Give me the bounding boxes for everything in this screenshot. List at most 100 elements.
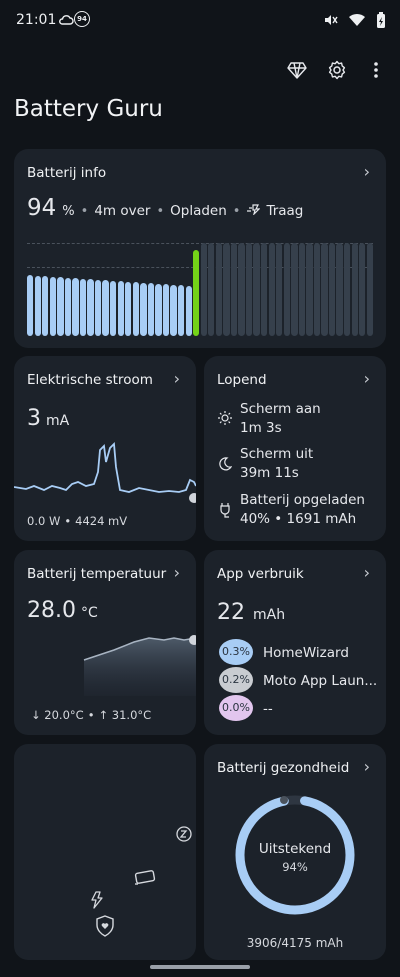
notification-badge-icon: 94	[74, 11, 90, 27]
app-percent-badge: 0.3%	[219, 639, 253, 665]
battery-history-bar	[42, 275, 49, 336]
temperature-graph	[83, 635, 196, 696]
app-percent-badge: 0.2%	[219, 667, 253, 693]
temperature-value-row: 28.0 °C	[27, 598, 98, 623]
battery-forecast-bar	[283, 243, 290, 336]
screen-on-label: Scherm aan	[240, 401, 321, 417]
status-icons	[322, 11, 386, 29]
settings-gear-icon[interactable]	[325, 58, 349, 82]
battery-history-bar	[125, 281, 132, 336]
battery-history-bar	[132, 281, 139, 336]
temperature-title: Batterij temperatuur	[27, 566, 167, 582]
screen-on-value: 1m 3s	[240, 420, 282, 436]
app-usage-value: 22	[217, 600, 245, 625]
battery-health-card[interactable]: Batterij gezondheid › 3906/4175 mAh	[204, 744, 386, 960]
temperature-card[interactable]: Batterij temperatuur › 28.0 °C ↓ 20.0°C …	[14, 550, 196, 735]
battery-info-card[interactable]: Batterij info › 94 % • 4m over • Opladen…	[14, 149, 386, 348]
battery-history-bar	[162, 283, 170, 336]
battery-history-bar	[140, 282, 147, 336]
battery-forecast-bar	[351, 243, 358, 336]
time-left: 4m over	[94, 203, 151, 219]
moon-icon	[219, 457, 232, 471]
battery-history-bar	[110, 280, 117, 336]
battery-forecast-bar	[238, 243, 245, 336]
battery-history-bar	[147, 282, 155, 336]
battery-history-bar	[87, 278, 94, 336]
battery-forecast-bar	[276, 243, 283, 336]
temperature-value: 28.0	[27, 598, 76, 623]
battery-history-bar	[94, 279, 102, 336]
chart-gridline	[27, 243, 373, 244]
status-time: 21:01	[16, 12, 57, 28]
charging-state: Opladen	[170, 203, 227, 219]
current-card[interactable]: Elektrische stroom › 3 mA 0.0 W • 4424 m…	[14, 356, 196, 541]
premium-diamond-icon[interactable]	[285, 58, 309, 82]
battery-history-bar	[57, 276, 64, 336]
battery-history-bar	[177, 284, 185, 336]
app-usage-title: App verbruik	[217, 566, 304, 582]
home-indicator[interactable]	[150, 965, 250, 969]
battery-history-bar	[79, 278, 87, 336]
current-unit: mA	[46, 413, 70, 429]
voltage-value: 4424 mV	[75, 514, 128, 528]
battery-health-ring	[235, 795, 355, 915]
battery-forecast-bar	[359, 243, 366, 336]
slow-charge-icon	[247, 204, 261, 215]
temperature-unit: °C	[80, 605, 98, 621]
more-options-icon[interactable]	[364, 58, 388, 82]
sleep-icon	[176, 826, 192, 842]
running-card[interactable]: Lopend › Scherm aan 1m 3s Scherm uit 39m…	[204, 356, 386, 541]
battery-forecast-bar	[298, 243, 306, 336]
battery-forecast-bar	[321, 243, 328, 336]
health-percent: 94%	[282, 860, 308, 874]
app-name: --	[263, 701, 273, 717]
battery-history-bar	[170, 284, 177, 336]
app-usage-unit: mAh	[253, 607, 286, 623]
battery-forecast-bar	[260, 243, 268, 336]
battery-forecast-bar	[230, 243, 238, 336]
cloud-icon	[59, 15, 74, 25]
screen-off-value: 39m 11s	[240, 465, 299, 481]
illustration-card[interactable]	[14, 744, 196, 960]
battery-history-bar	[102, 279, 109, 336]
battery-history-bar	[27, 274, 34, 336]
battery-history-bar	[117, 280, 124, 336]
app-usage-card[interactable]: App verbruik › 22 mAh 0.3% HomeWizard 0.…	[204, 550, 386, 735]
battery-forecast-bar	[306, 243, 313, 336]
chevron-right-icon: ›	[363, 369, 370, 388]
battery-forecast-bar	[291, 243, 298, 336]
battery-forecast-bar	[215, 243, 223, 336]
battery-history-bar	[155, 283, 162, 336]
battery-forecast-bar	[313, 243, 321, 336]
chevron-right-icon: ›	[173, 369, 180, 388]
battery-info-title: Batterij info	[27, 165, 107, 181]
screen-off-label: Scherm uit	[240, 446, 314, 462]
app-name: HomeWizard	[263, 645, 349, 661]
battery-forecast-bar	[223, 243, 230, 336]
sun-icon	[218, 411, 232, 425]
battery-forecast-bar	[366, 243, 373, 336]
status-bar: 21:01 94	[0, 0, 400, 44]
current-title: Elektrische stroom	[27, 372, 153, 388]
battery-forecast-bar	[328, 243, 336, 336]
battery-percent: 94	[27, 195, 57, 221]
battery-charged-label: Batterij opgeladen	[240, 492, 365, 508]
battery-level-chart	[27, 243, 373, 336]
current-value: 3	[27, 406, 41, 431]
battery-health-title: Batterij gezondheid	[217, 760, 350, 776]
chevron-right-icon: ›	[363, 757, 370, 776]
battery-summary: 94 % • 4m over • Opladen • Traag	[27, 195, 304, 221]
battery-forecast-bar	[208, 243, 215, 336]
app-usage-value-row: 22 mAh	[217, 600, 285, 625]
shield-heart-icon	[96, 915, 114, 937]
health-label: Uitstekend	[258, 841, 332, 857]
current-details: 0.0 W • 4424 mV	[27, 514, 128, 528]
current-value-row: 3 mA	[27, 406, 69, 431]
battery-current-bar	[193, 250, 200, 336]
battery-history-bar	[72, 277, 79, 336]
charging-battery-icon	[134, 870, 156, 885]
chevron-right-icon: ›	[363, 563, 370, 582]
chevron-right-icon: ›	[363, 162, 370, 181]
battery-history-bar	[34, 275, 41, 336]
battery-history-bar	[185, 285, 192, 336]
